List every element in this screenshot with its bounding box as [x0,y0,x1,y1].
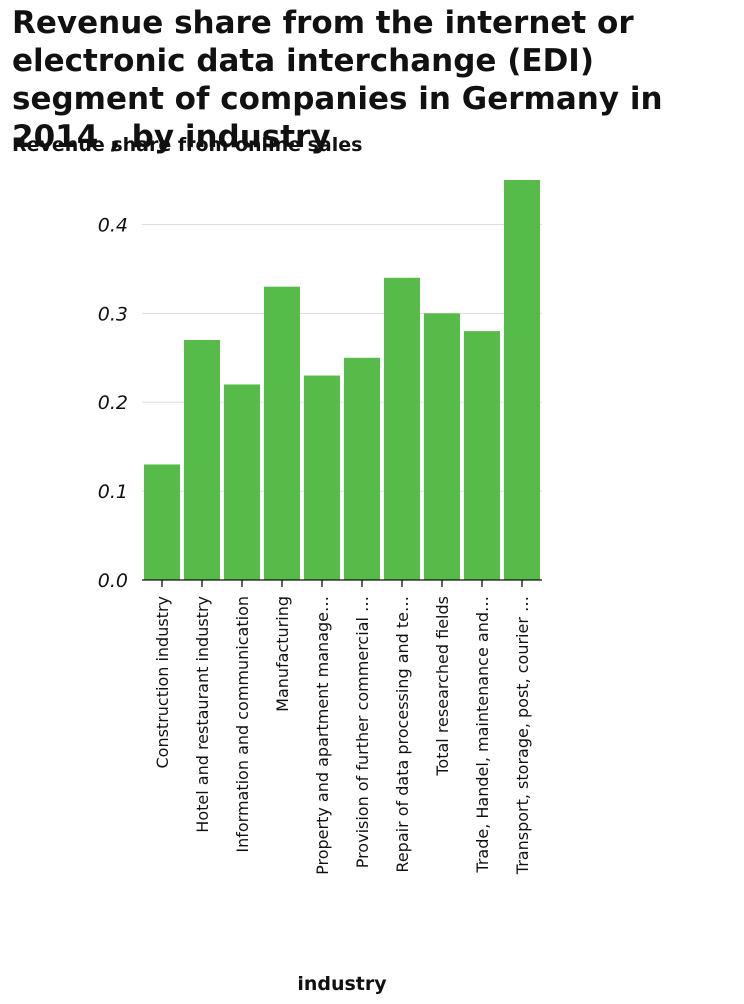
y-tick-label: 0.3 [98,303,128,325]
bar [264,286,300,580]
x-tick-label: Provision of further commercial … [353,596,372,868]
bar [304,375,340,580]
x-axis-label: industry [297,973,387,995]
x-tick-label: Total researched fields [433,596,452,777]
bars [144,180,540,580]
bar [504,180,540,580]
bar [344,357,380,580]
x-tick-label: Repair of data processing and te… [393,596,412,873]
x-tick-label: Transport, storage, post, courier … [513,596,532,875]
bar [424,313,460,580]
bar [184,340,220,580]
bar [464,331,500,580]
bar [144,464,180,580]
x-tick-label: Trade, Handel, maintenance and… [473,596,492,874]
x-tick-label: Property and apartment manage… [313,596,332,875]
y-tick-label: 0.2 [98,392,128,414]
chart-title: Revenue share from the internet or elect… [12,5,663,155]
x-ticks: Construction industry Hotel and restauran… [153,580,532,875]
x-tick-label: Manufacturing [273,596,292,712]
y-axis-label: Revenue share from online sales [12,134,363,156]
bar [384,277,420,580]
y-tick-label: 0.1 [98,481,128,503]
y-tick-label: 0.4 [98,214,128,236]
bar [224,384,260,580]
x-tick-label: Hotel and restaurant industry [193,596,212,833]
x-tick-label: Information and communication [233,596,252,853]
y-tick-label: 0.0 [98,570,128,592]
y-ticks: 0.0 0.1 0.2 0.3 0.4 [98,214,128,592]
x-tick-label: Construction industry [153,596,172,769]
